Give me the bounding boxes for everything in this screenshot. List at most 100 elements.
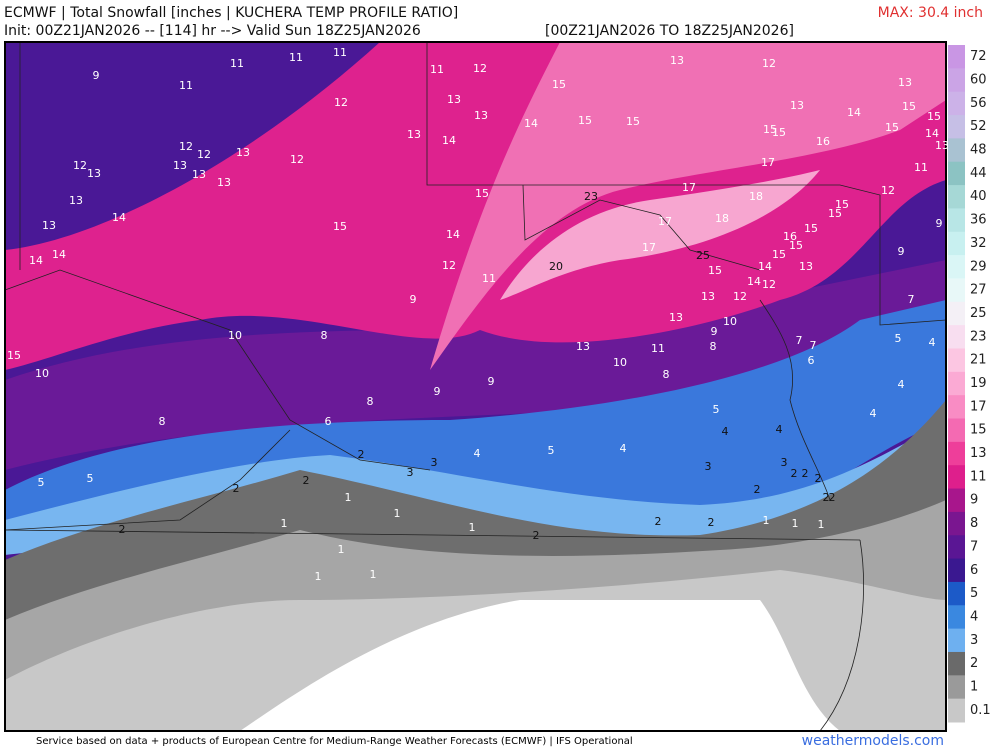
snow-label: 14	[925, 127, 939, 140]
snow-label: 4	[929, 336, 936, 349]
legend: 7260565248444036322927252321191715131198…	[948, 45, 991, 723]
legend-swatch	[948, 185, 965, 209]
snow-label: 1	[338, 543, 345, 556]
legend-label: 2	[970, 656, 978, 671]
snow-label: 15	[789, 239, 803, 252]
snow-label: 10	[228, 329, 242, 342]
snow-label: 3	[431, 456, 438, 469]
snow-label: 12	[73, 159, 87, 172]
snow-label: 13	[407, 128, 421, 141]
legend-swatch	[948, 675, 965, 700]
snow-label: 15	[578, 114, 592, 127]
snow-label: 9	[93, 69, 100, 82]
legend-label: 1	[970, 679, 978, 694]
legend-label: 52	[970, 119, 987, 134]
snow-label: 13	[670, 54, 684, 67]
snow-label: 2	[358, 448, 365, 461]
snow-label: 15	[927, 110, 941, 123]
legend-label: 19	[970, 376, 987, 391]
snow-label: 8	[710, 340, 717, 353]
snow-label: 1	[818, 518, 825, 531]
snow-label: 14	[52, 248, 66, 261]
snow-label: 13	[790, 99, 804, 112]
legend-label: 23	[970, 329, 987, 344]
snow-label: 13	[576, 340, 590, 353]
snow-label: 5	[895, 332, 902, 345]
snow-label: 15	[828, 207, 842, 220]
snow-label: 9	[410, 293, 417, 306]
snow-label: 11	[289, 51, 303, 64]
legend-swatch	[948, 325, 965, 349]
snow-label: 9	[898, 245, 905, 258]
snow-label: 13	[701, 290, 715, 303]
snow-label: 17	[761, 156, 775, 169]
snow-label: 9	[488, 375, 495, 388]
legend-label: 13	[970, 446, 987, 461]
legend-swatch	[948, 208, 965, 233]
snow-label: 12	[733, 290, 747, 303]
snow-label: 13	[799, 260, 813, 273]
legend-label: 27	[970, 283, 987, 298]
snow-label: 4	[898, 378, 905, 391]
legend-label: 32	[970, 236, 987, 251]
legend-swatch	[948, 255, 965, 279]
snow-label: 4	[870, 407, 877, 420]
legend-swatch	[948, 488, 965, 513]
legend-label: 17	[970, 399, 987, 414]
snow-label: 11	[430, 63, 444, 76]
legend-swatch	[948, 558, 965, 583]
snow-label: 6	[325, 415, 332, 428]
snow-label: 14	[847, 106, 861, 119]
snow-label: 17	[642, 241, 656, 254]
legend-label: 5	[970, 586, 978, 601]
snow-label: 9	[936, 217, 943, 230]
snow-label: 1	[792, 517, 799, 530]
snow-label: 18	[749, 190, 763, 203]
snow-label: 5	[87, 472, 94, 485]
legend-swatch	[948, 395, 965, 420]
snow-label: 15	[333, 220, 347, 233]
legend-label: 9	[970, 493, 978, 508]
snow-label: 9	[434, 385, 441, 398]
snow-label: 1	[469, 521, 476, 534]
snow-label: 13	[669, 311, 683, 324]
snow-label: 15	[626, 115, 640, 128]
snow-label: 2	[823, 491, 830, 504]
snow-label: 2	[791, 467, 798, 480]
snow-label: 4	[776, 423, 783, 436]
site-name: weathermodels.com	[802, 733, 944, 749]
legend-label: 60	[970, 73, 987, 88]
snow-label: 16	[783, 230, 797, 243]
snow-label: 2	[303, 474, 310, 487]
snow-label: 12	[334, 96, 348, 109]
snow-label: 8	[367, 395, 374, 408]
snow-label: 2	[655, 515, 662, 528]
snow-label: 13	[236, 146, 250, 159]
snow-label: 13	[217, 176, 231, 189]
snow-label: 2	[708, 516, 715, 529]
snow-label: 3	[407, 466, 414, 479]
snow-label: 2	[233, 482, 240, 495]
snow-label: 7	[908, 293, 915, 306]
snow-label: 13	[447, 93, 461, 106]
snow-label: 8	[663, 368, 670, 381]
legend-swatch	[948, 115, 965, 139]
snow-label: 13	[474, 109, 488, 122]
legend-swatch	[948, 581, 965, 606]
snow-label: 12	[762, 278, 776, 291]
legend-swatch	[948, 45, 965, 69]
snow-label: 12	[473, 62, 487, 75]
snow-label: 25	[696, 249, 710, 262]
snow-label: 10	[35, 367, 49, 380]
snow-label: 5	[38, 476, 45, 489]
snow-label: 13	[173, 159, 187, 172]
legend-label: 40	[970, 189, 987, 204]
snow-label: 15	[804, 222, 818, 235]
snow-label: 18	[715, 212, 729, 225]
snow-label: 12	[179, 140, 193, 153]
legend-label: 44	[970, 166, 987, 181]
snow-label: 15	[475, 187, 489, 200]
valid-range: [00Z21JAN2026 TO 18Z25JAN2026]	[545, 23, 794, 39]
legend-label: 4	[970, 609, 978, 624]
snow-label: 1	[281, 517, 288, 530]
